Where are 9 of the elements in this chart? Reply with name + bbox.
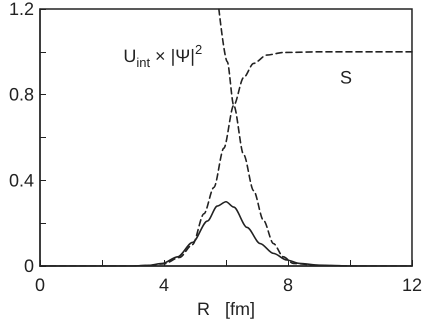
x-axis-title: R [fm] xyxy=(196,299,255,319)
y-tick-label: 0.8 xyxy=(8,84,34,105)
x-tick-label: 4 xyxy=(158,275,170,295)
y-tick-label: 0.4 xyxy=(8,170,34,190)
annotation: S xyxy=(340,68,352,88)
x-tick-label: 8 xyxy=(282,275,293,295)
x-tick-label: 12 xyxy=(402,275,422,295)
y-tick-label: 0 xyxy=(24,256,34,276)
y-tick-label: 1.2 xyxy=(8,0,34,19)
